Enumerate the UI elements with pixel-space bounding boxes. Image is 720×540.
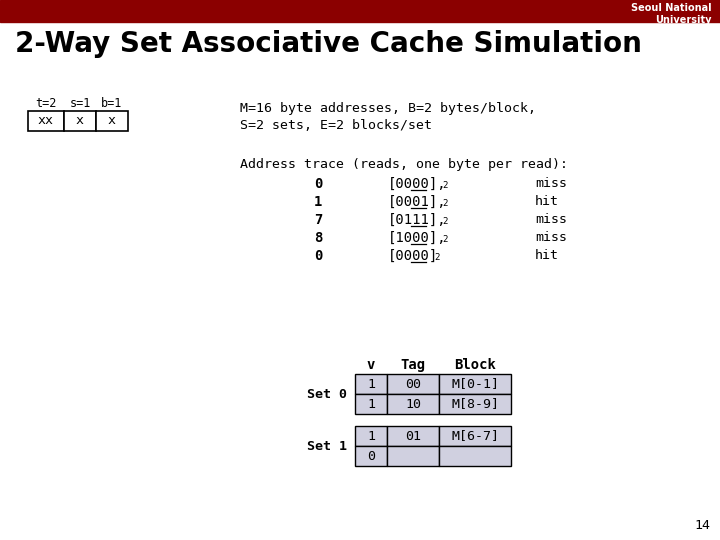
- Text: t=2: t=2: [35, 97, 57, 110]
- Text: 2-Way Set Associative Cache Simulation: 2-Way Set Associative Cache Simulation: [15, 30, 642, 58]
- Bar: [0, 0, 720, 22]
- Text: M[0-1]: M[0-1]: [451, 377, 499, 390]
- Text: 00: 00: [405, 377, 421, 390]
- Text: miss: miss: [535, 231, 567, 244]
- Text: v: v: [366, 358, 375, 372]
- Text: miss: miss: [535, 177, 567, 190]
- Bar: [387, 426, 439, 446]
- Text: S=2 sets, E=2 blocks/set: S=2 sets, E=2 blocks/set: [240, 119, 432, 132]
- Text: 0: 0: [314, 249, 322, 263]
- Text: 2: 2: [442, 235, 448, 244]
- Text: [0000]: [0000]: [388, 249, 438, 263]
- Bar: [387, 394, 439, 414]
- Bar: [355, 426, 387, 446]
- Text: 0: 0: [314, 177, 322, 191]
- Text: 2: 2: [442, 199, 448, 208]
- Text: hit: hit: [535, 249, 559, 262]
- Text: 1: 1: [367, 397, 375, 410]
- Text: 8: 8: [314, 231, 322, 245]
- Bar: [96, 111, 128, 131]
- Bar: [439, 446, 511, 466]
- Text: 01: 01: [405, 429, 421, 442]
- Text: Seoul National
University: Seoul National University: [631, 3, 712, 25]
- Bar: [355, 394, 387, 414]
- Text: M[8-9]: M[8-9]: [451, 397, 499, 410]
- Text: hit: hit: [535, 195, 559, 208]
- Bar: [439, 394, 511, 414]
- Bar: [439, 374, 511, 394]
- Bar: [387, 446, 439, 466]
- Text: b=1: b=1: [102, 97, 122, 110]
- Text: 7: 7: [314, 213, 322, 227]
- Text: 1: 1: [367, 429, 375, 442]
- Text: 1: 1: [314, 195, 322, 209]
- Text: 2: 2: [435, 253, 440, 262]
- Text: x: x: [108, 114, 116, 127]
- Bar: [64, 111, 96, 131]
- Text: s=1: s=1: [69, 97, 91, 110]
- Text: Set 0: Set 0: [307, 388, 347, 401]
- Text: M[6-7]: M[6-7]: [451, 429, 499, 442]
- Bar: [28, 111, 64, 131]
- Text: Tag: Tag: [400, 358, 426, 372]
- Text: [0001],: [0001],: [388, 195, 446, 209]
- Bar: [439, 426, 511, 446]
- Text: Address trace (reads, one byte per read):: Address trace (reads, one byte per read)…: [240, 158, 568, 171]
- Text: [0111],: [0111],: [388, 213, 446, 227]
- Text: M=16 byte addresses, B=2 bytes/block,: M=16 byte addresses, B=2 bytes/block,: [240, 102, 536, 115]
- Text: xx: xx: [38, 114, 54, 127]
- Text: 14: 14: [694, 519, 710, 532]
- Bar: [387, 374, 439, 394]
- Text: [1000],: [1000],: [388, 231, 446, 245]
- Text: 10: 10: [405, 397, 421, 410]
- Text: 0: 0: [367, 449, 375, 462]
- Text: [0000],: [0000],: [388, 177, 446, 191]
- Text: Block: Block: [454, 358, 496, 372]
- Bar: [355, 374, 387, 394]
- Bar: [355, 446, 387, 466]
- Text: miss: miss: [535, 213, 567, 226]
- Text: 2: 2: [442, 181, 448, 190]
- Text: x: x: [76, 114, 84, 127]
- Text: 2: 2: [442, 217, 448, 226]
- Text: 1: 1: [367, 377, 375, 390]
- Text: Set 1: Set 1: [307, 440, 347, 453]
